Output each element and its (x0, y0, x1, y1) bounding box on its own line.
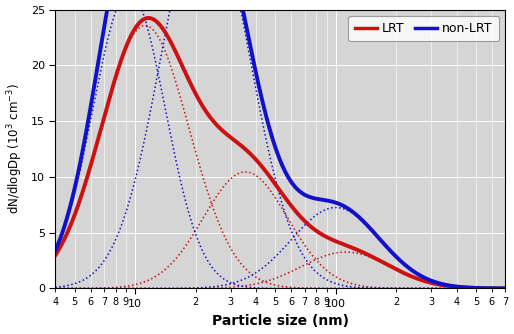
non-LRT (489, 286, 495, 290)
LRT (271, 181, 278, 185)
non-LRT (489, 286, 495, 290)
non-LRT (52, 248, 58, 253)
X-axis label: Particle size (nm): Particle size (nm) (212, 314, 349, 328)
Line: non-LRT: non-LRT (55, 0, 505, 289)
Legend: LRT, non-LRT: LRT, non-LRT (348, 16, 499, 41)
LRT (407, 274, 413, 278)
LRT (489, 286, 495, 290)
LRT (75, 203, 81, 207)
LRT (145, 16, 152, 20)
Y-axis label: dN/dlogDp (10$^3$ cm$^{-3}$): dN/dlogDp (10$^3$ cm$^{-3}$) (6, 84, 25, 214)
LRT (259, 165, 265, 169)
LRT (502, 287, 508, 291)
LRT (489, 286, 495, 290)
LRT (52, 254, 58, 258)
non-LRT (75, 170, 81, 174)
non-LRT (502, 287, 508, 291)
Line: LRT: LRT (55, 18, 505, 289)
non-LRT (407, 267, 413, 271)
non-LRT (259, 99, 265, 103)
non-LRT (271, 142, 278, 146)
